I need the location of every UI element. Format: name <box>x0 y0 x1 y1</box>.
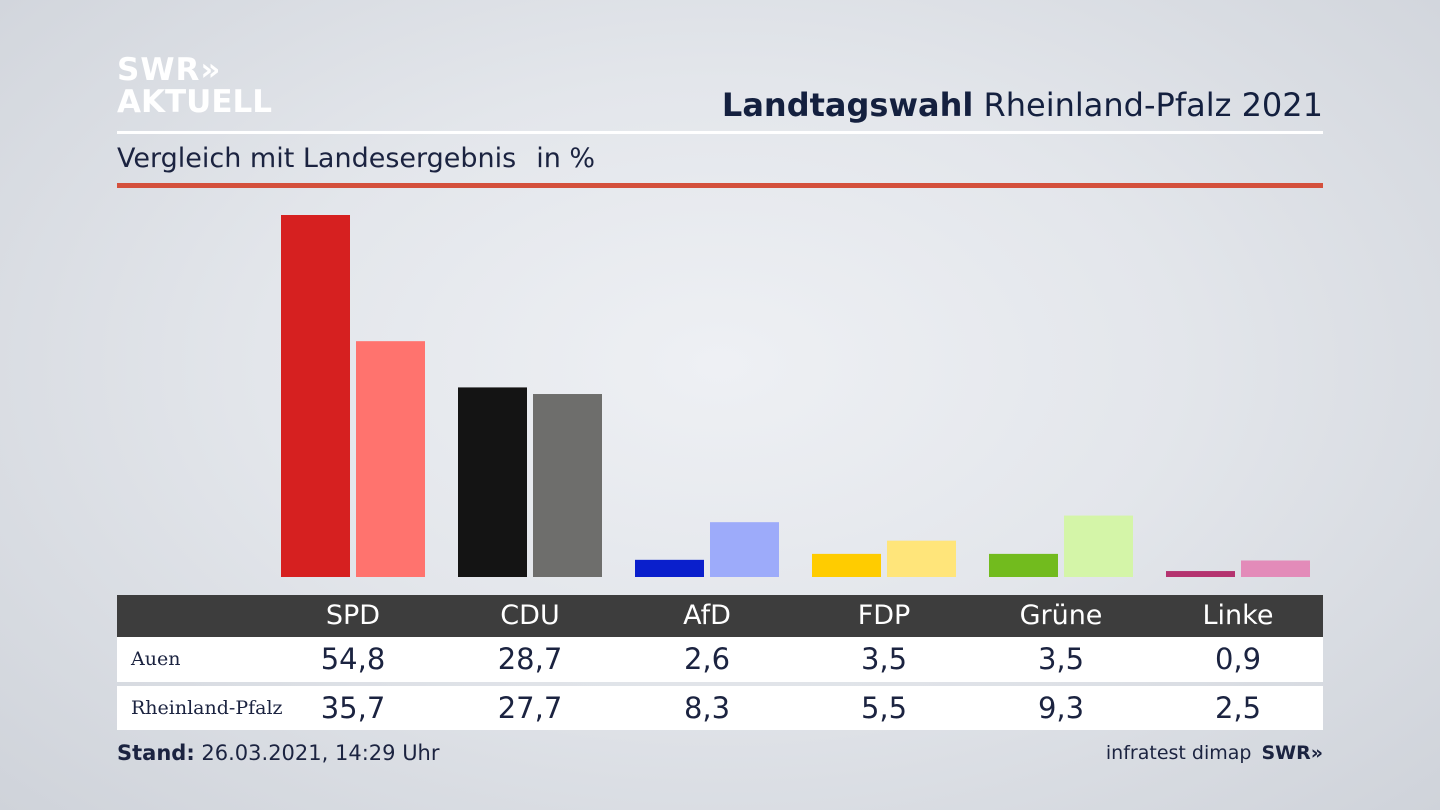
table-cell: 28,7 <box>497 642 563 676</box>
table-cell: 2,6 <box>683 642 731 676</box>
table-cell: 0,9 <box>1214 642 1262 676</box>
logo-line-1: SWR» <box>117 52 222 88</box>
table-cell: 27,7 <box>497 691 563 725</box>
header-divider <box>117 131 1323 134</box>
bar-cdu-rlp <box>533 394 602 577</box>
bar-grne-auen <box>989 553 1058 577</box>
bar-spd-rlp <box>356 341 425 577</box>
column-header: Linke <box>1202 600 1274 631</box>
swr-aktuell-logo: SWR» AKTUELL <box>117 54 272 118</box>
bar-afd-auen <box>635 559 704 577</box>
column-header: AfD <box>683 600 731 631</box>
bar-cdu-auen <box>458 387 527 577</box>
bar-chart <box>281 215 1310 577</box>
bar-grne-rlp <box>1064 515 1133 577</box>
accent-divider <box>117 183 1323 188</box>
subtitle-text: Vergleich mit Landesergebnis <box>117 143 517 174</box>
table-body: Auen 54,8 28,7 2,6 3,5 3,5 0,9 Rheinland-Pfalz 3… <box>117 637 1323 730</box>
chart-subtitle: Vergleich mit Landesergebnis in % <box>117 143 595 174</box>
column-header: CDU <box>500 600 560 631</box>
row-label: Rheinland-Pfalz <box>131 697 283 719</box>
table-cell: 3,5 <box>860 642 908 676</box>
source-credit: infratest dimap SWR» <box>1106 742 1323 764</box>
title-bold: Landtagswahl <box>721 86 974 124</box>
column-header: SPD <box>325 600 381 631</box>
bar-fdp-rlp <box>887 540 956 577</box>
table-cell: 3,5 <box>1037 642 1085 676</box>
table-row: Rheinland-Pfalz 35,7 27,7 8,3 5,5 9,3 2,5 <box>117 686 1323 730</box>
table-cell: 2,5 <box>1214 691 1262 725</box>
table-row: Auen 54,8 28,7 2,6 3,5 3,5 0,9 <box>117 637 1323 682</box>
swr-brand: SWR» <box>1261 742 1323 764</box>
results-table: SPD CDU AfD FDP Grüne Linke Auen 54,8 28,7 2,6 3,… <box>117 595 1323 730</box>
row-label: Auen <box>131 648 181 670</box>
stand-value: 26.03.2021, 14:29 Uhr <box>201 741 440 765</box>
page-title: Landtagswahl Rheinland-Pfalz 2021 <box>722 86 1323 124</box>
table-cell: 54,8 <box>320 642 386 676</box>
table-cell: 8,3 <box>683 691 731 725</box>
table-header: SPD CDU AfD FDP Grüne Linke <box>117 595 1323 637</box>
source-text: infratest dimap <box>1105 742 1252 764</box>
table-cell: 35,7 <box>320 691 386 725</box>
subtitle-unit: in % <box>536 143 596 174</box>
timestamp: Stand: 26.03.2021, 14:29 Uhr <box>117 741 440 765</box>
bar-fdp-auen <box>812 553 881 577</box>
column-header: FDP <box>857 600 911 631</box>
title-rest: Rheinland-Pfalz 2021 <box>983 86 1323 124</box>
table-cell: 5,5 <box>860 691 908 725</box>
bar-linke-rlp <box>1241 560 1310 577</box>
table-cell: 9,3 <box>1037 691 1085 725</box>
stand-label: Stand: <box>117 741 195 765</box>
bar-linke-auen <box>1166 571 1235 577</box>
column-header: Grüne <box>1019 600 1103 631</box>
logo-line-2: AKTUELL <box>117 84 273 120</box>
bar-afd-rlp <box>710 522 779 577</box>
bar-spd-auen <box>281 215 350 577</box>
